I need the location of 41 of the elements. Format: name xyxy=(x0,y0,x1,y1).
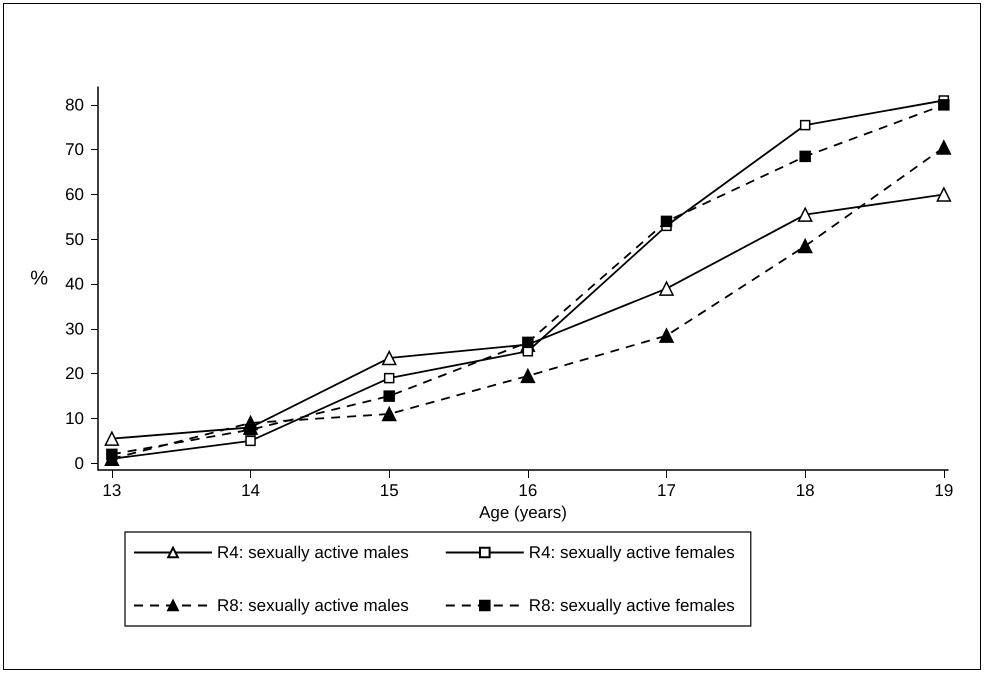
point xyxy=(382,406,396,422)
point xyxy=(799,150,811,162)
point xyxy=(938,99,950,111)
x-tick-label: 13 xyxy=(102,481,122,500)
legend-label: R4: sexually active males xyxy=(217,543,409,562)
point xyxy=(936,187,952,202)
x-tick-label: 15 xyxy=(380,481,399,500)
x-tick-label: 14 xyxy=(241,481,260,500)
point xyxy=(798,238,812,254)
legend-label: R8: sexually active females xyxy=(528,596,735,615)
point xyxy=(383,390,395,402)
y-tick-label: 50 xyxy=(65,230,84,249)
x-tick-label: 17 xyxy=(657,481,676,500)
point xyxy=(659,328,674,343)
y-tick-label: 30 xyxy=(65,319,84,338)
point xyxy=(106,448,118,460)
point xyxy=(104,431,120,446)
x-tick-label: 18 xyxy=(796,481,815,500)
y-tick-label: 70 xyxy=(65,140,84,160)
legend-label: R4: sexually active females xyxy=(528,543,735,562)
point xyxy=(660,216,672,228)
point xyxy=(244,424,256,436)
x-axis-title: Age (years) xyxy=(479,502,567,522)
y-axis-title: % xyxy=(30,268,48,290)
y-tick-label: 60 xyxy=(65,185,84,204)
point xyxy=(245,436,256,446)
y-tick-label: 80 xyxy=(65,95,84,114)
point xyxy=(936,140,952,155)
point xyxy=(798,207,812,222)
point xyxy=(800,120,810,130)
point xyxy=(659,281,674,296)
y-tick-label: 0 xyxy=(74,454,84,473)
point xyxy=(520,368,536,384)
y-tick-label: 10 xyxy=(65,408,84,428)
point xyxy=(384,372,394,384)
x-tick-label: 16 xyxy=(518,481,538,500)
point xyxy=(382,350,396,366)
legend-label: R8: sexually active males xyxy=(217,596,409,615)
y-tick-label: 20 xyxy=(65,364,84,384)
y-tick-label: 40 xyxy=(65,274,84,294)
x-tick-label: 19 xyxy=(934,481,954,500)
